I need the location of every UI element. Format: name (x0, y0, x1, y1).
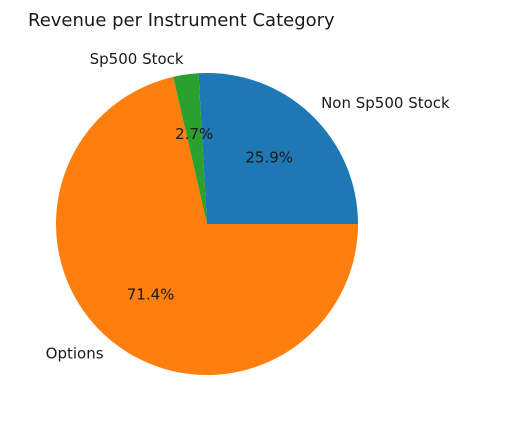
pie-slice-non-sp500-stock (198, 73, 358, 224)
pie-slice-sp500-stock (173, 73, 207, 224)
pie-labels: Non Sp500 Stock 25.9% Sp500 Stock 2.7% Optio… (46, 50, 450, 362)
category-label-non-sp500-stock: Non Sp500 Stock (321, 94, 450, 112)
percent-label-options: 71.4% (127, 285, 175, 303)
category-label-options: Options (46, 344, 104, 362)
percent-label-non-sp500-stock: 25.9% (245, 149, 293, 167)
pie-slices (55, 73, 358, 376)
category-label-sp500-stock: Sp500 Stock (90, 50, 184, 68)
percent-label-sp500-stock: 2.7% (175, 125, 213, 143)
pie-slice-options (55, 76, 358, 376)
chart-title: Revenue per Instrument Category (28, 10, 335, 31)
